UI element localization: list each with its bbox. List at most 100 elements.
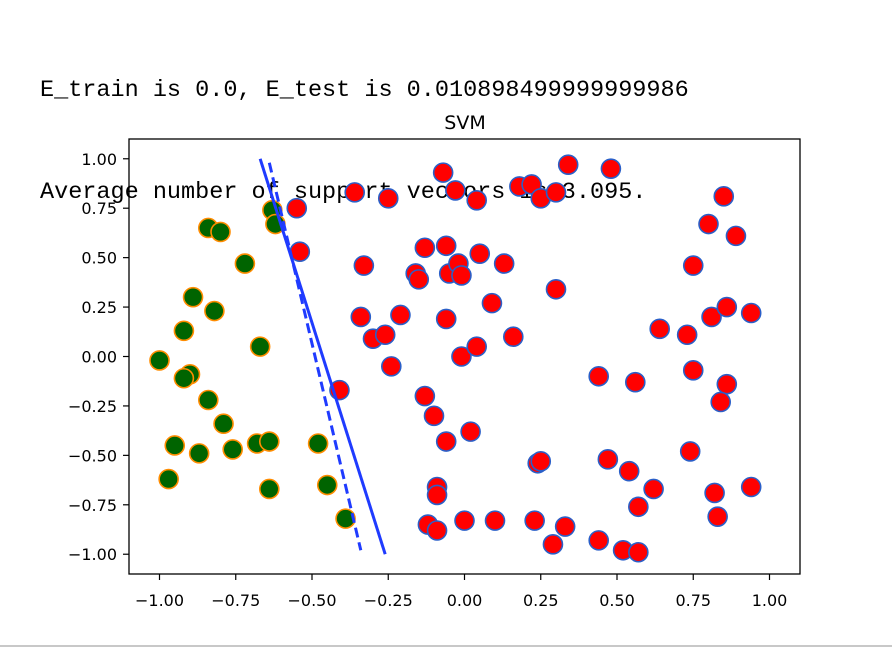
point-positive (698, 213, 719, 235)
point-negative (258, 431, 280, 452)
x-tick-label: −0.25 (364, 591, 413, 610)
point-positive (502, 326, 524, 348)
x-tick-label: 0.75 (675, 591, 711, 610)
point-positive (380, 356, 402, 377)
point-positive (628, 541, 649, 563)
x-tick-label: 0.25 (523, 591, 559, 610)
point-negative (158, 468, 179, 490)
point-negative (213, 413, 234, 435)
point-negative (234, 253, 256, 274)
y-tick-label: 1.00 (81, 150, 117, 169)
point-positive (707, 506, 728, 527)
point-positive (740, 476, 762, 498)
x-tick-label: −0.50 (287, 591, 336, 610)
cell-output: E_train is 0.0, E_test is 0.010898499999… (40, 6, 689, 244)
point-positive (710, 391, 732, 413)
y-tick-label: 0.50 (81, 249, 117, 268)
point-positive (432, 162, 454, 183)
point-positive (588, 365, 610, 387)
point-positive (628, 496, 649, 518)
svm-boundary-line (258, 158, 387, 555)
point-positive (649, 318, 671, 340)
point-positive (542, 534, 564, 555)
point-negative (173, 320, 195, 342)
support-vectors-output-line: Average number of support vectors is 3.0… (40, 179, 647, 206)
point-positive (545, 278, 567, 300)
point-positive (597, 449, 619, 470)
point-positive (618, 460, 640, 482)
y-tick-label: −0.25 (68, 397, 117, 416)
point-positive (530, 450, 552, 472)
point-positive (451, 265, 472, 286)
point-positive (682, 360, 704, 381)
y-tick-label: 0.25 (81, 298, 117, 317)
point-positive (426, 484, 448, 506)
point-positive (713, 186, 735, 207)
point-positive (682, 255, 704, 276)
point-negative (182, 286, 204, 308)
point-positive (624, 371, 646, 393)
plot-area (128, 138, 801, 575)
point-positive (704, 482, 725, 504)
point-negative (210, 221, 231, 243)
error-output-line: E_train is 0.0, E_test is 0.010898499999… (40, 77, 689, 104)
point-positive (374, 324, 396, 346)
point-negative (149, 350, 170, 371)
point-positive (557, 154, 579, 176)
point-positive (588, 530, 610, 551)
chart-title: SVM (444, 112, 485, 134)
point-negative (316, 474, 338, 496)
point-positive (701, 306, 722, 328)
y-tick-label: −0.50 (68, 446, 117, 465)
point-positive (469, 243, 491, 264)
point-positive (466, 336, 488, 357)
point-positive (545, 182, 567, 203)
point-positive (451, 346, 472, 367)
point-positive (353, 255, 375, 276)
point-positive (423, 405, 445, 427)
point-positive (460, 421, 481, 442)
point-positive (493, 253, 515, 274)
point-negative (188, 443, 210, 464)
point-positive (679, 441, 701, 462)
point-positive (466, 189, 488, 211)
point-positive (454, 510, 475, 531)
cell-divider (0, 645, 892, 647)
point-negative (222, 439, 243, 460)
point-positive (554, 516, 576, 537)
point-positive (286, 197, 308, 219)
point-positive (426, 520, 448, 541)
point-positive (716, 296, 738, 318)
point-positive (435, 431, 457, 452)
point-positive (344, 182, 366, 203)
point-positive (643, 478, 664, 500)
point-positive (716, 373, 738, 395)
point-positive (740, 302, 762, 324)
y-tick-label: −1.00 (68, 545, 117, 564)
x-tick-label: 1.00 (752, 591, 788, 610)
point-positive (676, 324, 698, 346)
x-tick-label: 0.50 (599, 591, 635, 610)
y-axis: 1.00 0.75 0.50 0.25 0.00 −0.25 −0.50 −0.75 −1.00 (68, 150, 129, 564)
point-negative (173, 367, 195, 389)
point-positive (484, 510, 506, 531)
y-tick-label: 0.75 (81, 199, 117, 218)
x-tick-label: −0.75 (211, 591, 260, 610)
point-positive (445, 180, 466, 201)
x-axis: −1.00 −0.75 −0.50 −0.25 0.00 0.25 0.50 0.75 1.00 (135, 574, 787, 610)
x-tick-label: −1.00 (135, 591, 184, 610)
y-tick-label: −0.75 (68, 496, 117, 515)
point-positive (377, 188, 399, 209)
point-negative (164, 435, 186, 456)
point-negative (335, 508, 356, 529)
x-tick-label: 0.00 (447, 591, 483, 610)
point-positive (481, 292, 503, 314)
point-negative (204, 300, 225, 322)
point-positive (435, 235, 457, 257)
point-negative (249, 336, 271, 357)
point-positive (414, 385, 436, 407)
point-positive (390, 304, 411, 326)
true-boundary-line (267, 162, 363, 551)
point-negative (198, 389, 219, 411)
